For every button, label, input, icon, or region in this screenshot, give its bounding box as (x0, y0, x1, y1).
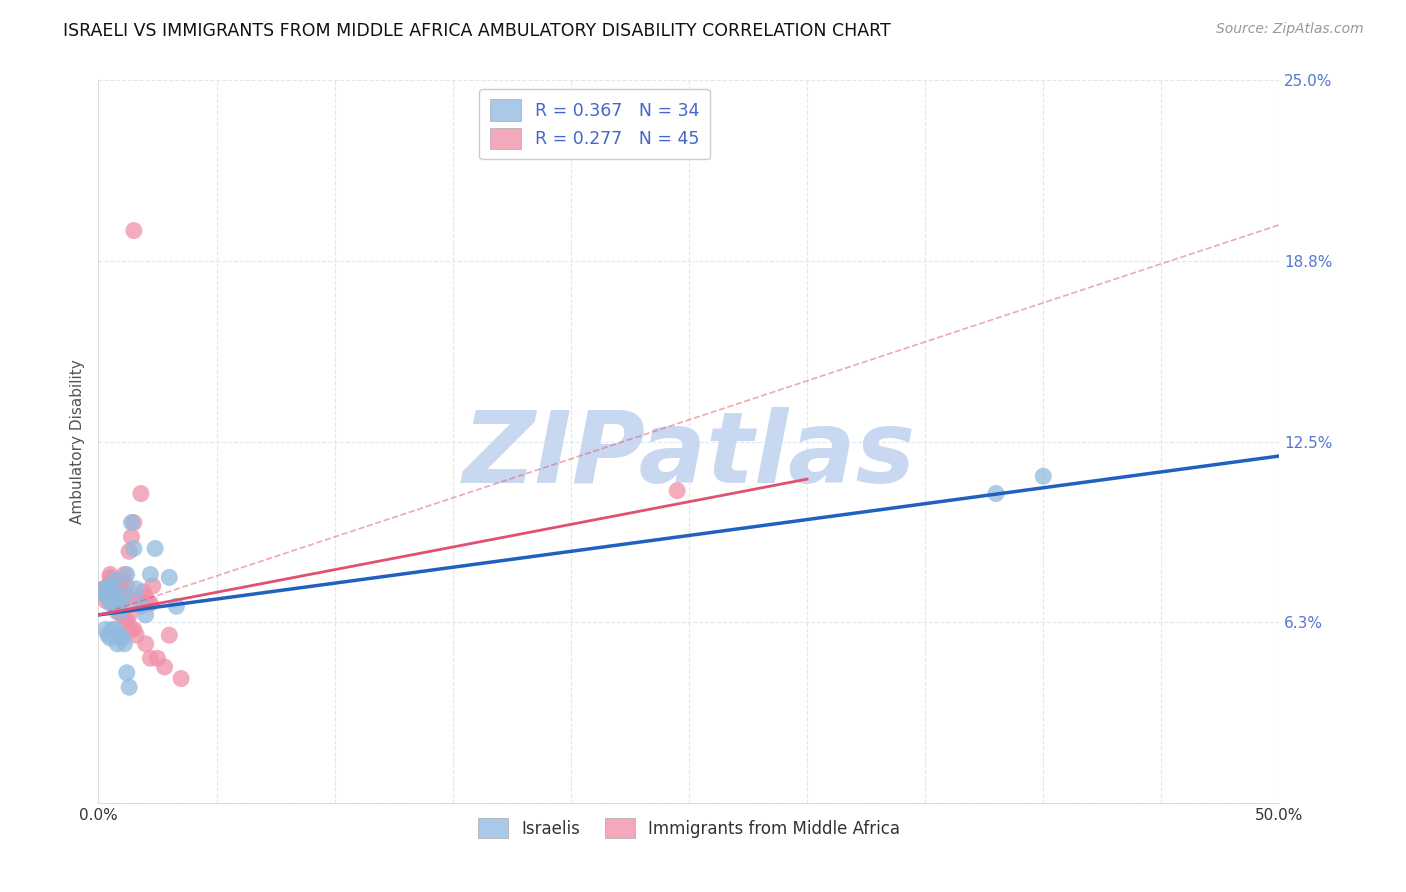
Point (153, 660, 176, 674)
Point (112, 611, 135, 625)
Point (104, 574, 127, 588)
Point (111, 631, 134, 645)
Point (135, 591, 157, 605)
Point (125, 582, 148, 596)
Point (111, 607, 134, 622)
Point (104, 584, 127, 599)
Point (94, 623, 117, 637)
Point (129, 599, 152, 614)
Point (121, 623, 143, 637)
Point (129, 591, 152, 605)
Point (666, 483, 689, 498)
Point (105, 576, 128, 591)
Point (139, 596, 162, 610)
Point (101, 593, 124, 607)
Point (98, 567, 121, 582)
Point (118, 607, 141, 622)
Point (112, 567, 135, 582)
Point (165, 599, 187, 614)
Point (122, 623, 145, 637)
Point (115, 591, 138, 605)
Point (108, 582, 131, 596)
Point (104, 623, 127, 637)
Point (170, 672, 193, 686)
Point (115, 579, 138, 593)
Point (132, 584, 155, 599)
Point (105, 605, 128, 619)
Point (91, 582, 114, 596)
Point (101, 623, 124, 637)
Point (112, 588, 135, 602)
Point (91, 582, 114, 596)
Point (121, 530, 143, 544)
Point (115, 567, 138, 582)
Point (111, 596, 134, 610)
Point (157, 570, 180, 584)
Point (125, 593, 148, 607)
Point (146, 651, 169, 665)
Point (135, 607, 157, 622)
Point (135, 637, 157, 651)
Point (142, 579, 165, 593)
Point (97, 628, 120, 642)
Point (105, 599, 128, 614)
Point (98, 596, 121, 610)
Point (108, 605, 131, 619)
Point (129, 486, 152, 500)
Text: Source: ZipAtlas.com: Source: ZipAtlas.com (1216, 22, 1364, 37)
Point (157, 628, 180, 642)
Legend: Israelis, Immigrants from Middle Africa: Israelis, Immigrants from Middle Africa (471, 812, 907, 845)
Point (1032, 469, 1054, 483)
Point (94, 582, 117, 596)
Point (94, 593, 117, 607)
Text: ZIPatlas: ZIPatlas (463, 408, 915, 505)
Point (111, 574, 134, 588)
Point (97, 579, 120, 593)
Point (118, 544, 141, 558)
Point (98, 631, 121, 645)
Point (139, 651, 162, 665)
Point (136, 596, 159, 610)
Point (143, 541, 166, 556)
Point (121, 516, 143, 530)
Y-axis label: Ambulatory Disability: Ambulatory Disability (69, 359, 84, 524)
Point (94, 588, 117, 602)
Point (139, 567, 162, 582)
Point (104, 599, 127, 614)
Point (122, 541, 145, 556)
Point (122, 223, 145, 237)
Point (97, 591, 120, 605)
Text: ISRAELI VS IMMIGRANTS FROM MIDDLE AFRICA AMBULATORY DISABILITY CORRELATION CHART: ISRAELI VS IMMIGRANTS FROM MIDDLE AFRICA… (63, 22, 891, 40)
Point (115, 614, 138, 628)
Point (108, 628, 131, 642)
Point (105, 637, 128, 651)
Point (101, 584, 124, 599)
Point (115, 665, 138, 680)
Point (112, 637, 135, 651)
Point (125, 628, 148, 642)
Point (101, 574, 124, 588)
Point (98, 570, 121, 584)
Point (984, 486, 1007, 500)
Point (122, 516, 145, 530)
Point (98, 579, 121, 593)
Point (118, 680, 141, 694)
Point (98, 593, 121, 607)
Point (108, 605, 131, 619)
